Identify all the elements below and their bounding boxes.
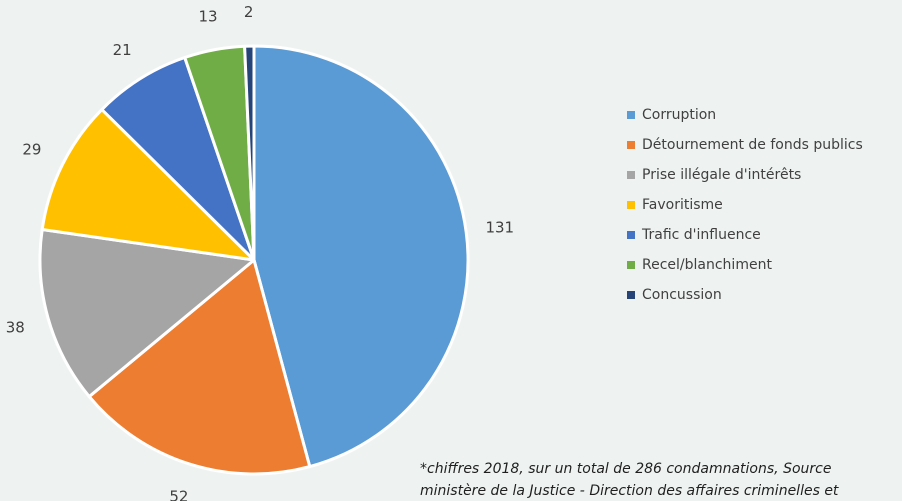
legend-item-detournement-de-fonds-publics: Détournement de fonds publics [627, 130, 863, 160]
legend-label: Favoritisme [642, 197, 723, 213]
legend-item-concussion: Concussion [627, 280, 863, 310]
data-label-corruption: 131 [485, 218, 514, 236]
legend-item-favoritisme: Favoritisme [627, 190, 863, 220]
data-label-favoritisme: 29 [22, 141, 41, 159]
pie-slice-favoritisme [40, 108, 256, 262]
legend-swatch [627, 231, 635, 239]
legend-item-prise-illegale-d-interets: Prise illégale d'intérêts [627, 160, 863, 190]
chart-legend: Corruption Détournement de fonds publics P… [627, 100, 863, 310]
legend-label: Corruption [642, 107, 717, 123]
legend-item-trafic-d-influence: Trafic d'influence [627, 220, 863, 250]
legend-swatch [627, 201, 635, 209]
legend-swatch [627, 141, 635, 149]
source-footnote: *chiffres 2018, sur un total de 286 cond… [420, 461, 839, 499]
legend-label: Recel/blanchiment [642, 257, 772, 273]
legend-swatch [627, 261, 635, 269]
data-label-detournement-de-fonds-publics: 52 [169, 487, 188, 501]
pie-slice-trafic-d-influence [100, 56, 256, 262]
legend-swatch [627, 291, 635, 299]
legend-swatch [627, 111, 635, 119]
pie-slice-concussion [243, 44, 256, 262]
legend-label: Trafic d'influence [642, 227, 761, 243]
pie-slice-detournement-de-fonds-publics [87, 258, 312, 476]
legend-item-corruption: Corruption [627, 100, 863, 130]
pie-slice-prise-illegale-d-interets [38, 228, 256, 399]
data-label-trafic-d-influence: 21 [113, 41, 132, 59]
legend-label: Prise illégale d'intérêts [642, 167, 802, 183]
legend-label: Détournement de fonds publics [642, 137, 863, 153]
data-label-recel-blanchiment: 13 [198, 7, 217, 25]
legend-swatch [627, 171, 635, 179]
data-label-prise-illegale-d-interets: 38 [6, 318, 25, 336]
legend-item-recel-blanchiment: Recel/blanchiment [627, 250, 863, 280]
pie-slice-corruption [252, 44, 470, 469]
legend-label: Concussion [642, 287, 722, 303]
data-label-concussion: 2 [244, 3, 254, 21]
